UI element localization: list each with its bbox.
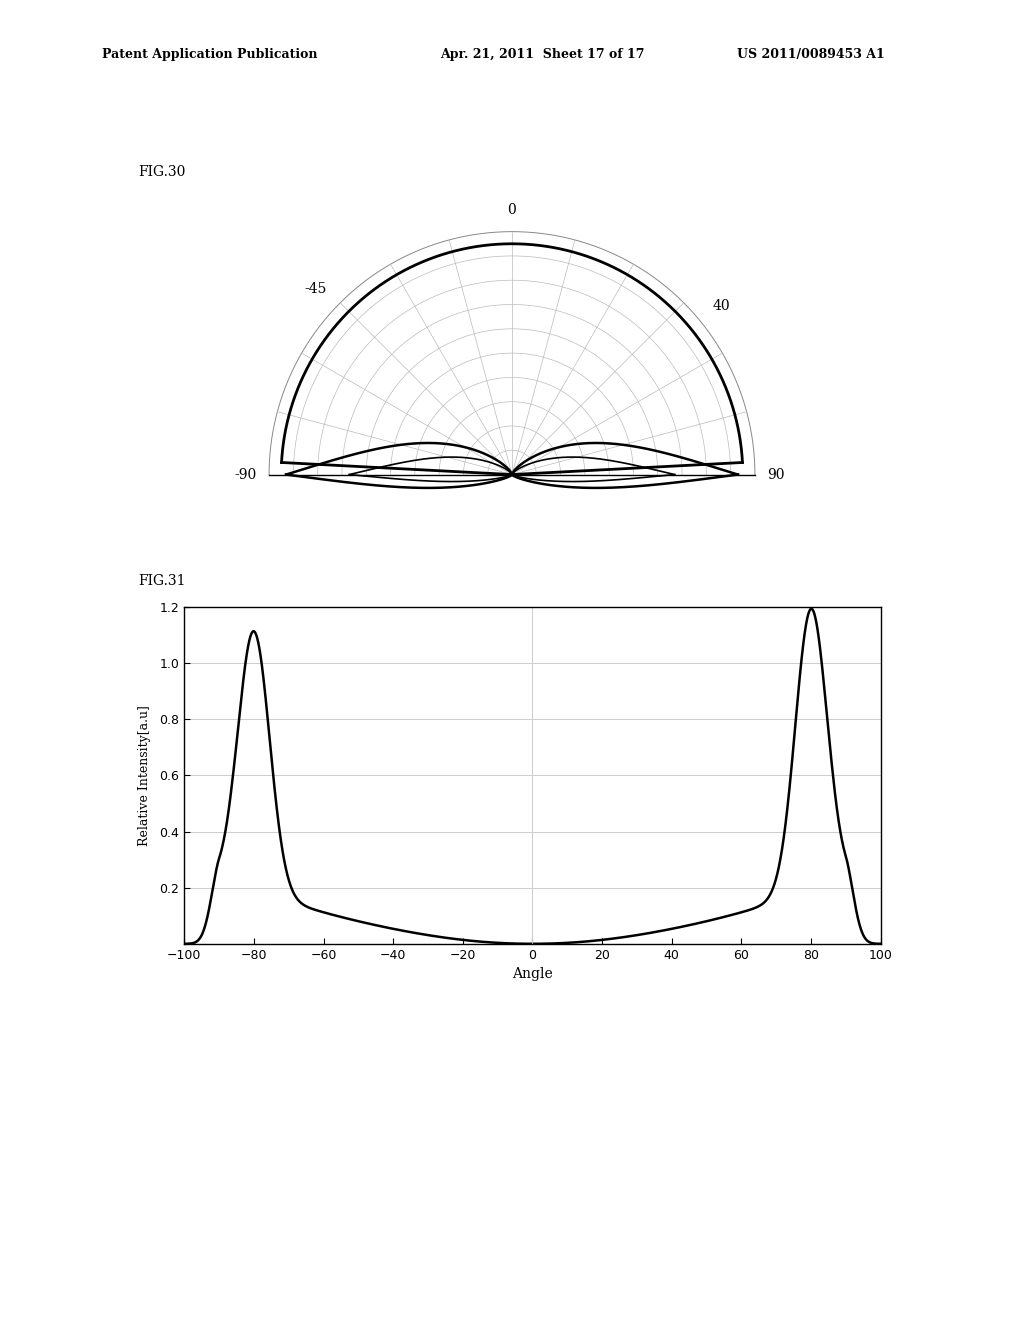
Text: FIG.31: FIG.31: [138, 574, 185, 589]
X-axis label: Angle: Angle: [512, 968, 553, 981]
Text: 0: 0: [508, 203, 516, 216]
Y-axis label: Relative Intensity[a.u]: Relative Intensity[a.u]: [138, 705, 152, 846]
Text: FIG.30: FIG.30: [138, 165, 185, 180]
Text: Patent Application Publication: Patent Application Publication: [102, 48, 317, 61]
Text: 40: 40: [713, 298, 730, 313]
Text: 90: 90: [767, 467, 784, 482]
Text: -90: -90: [234, 467, 257, 482]
Text: US 2011/0089453 A1: US 2011/0089453 A1: [737, 48, 885, 61]
Text: Apr. 21, 2011  Sheet 17 of 17: Apr. 21, 2011 Sheet 17 of 17: [440, 48, 645, 61]
Text: -45: -45: [304, 282, 327, 296]
